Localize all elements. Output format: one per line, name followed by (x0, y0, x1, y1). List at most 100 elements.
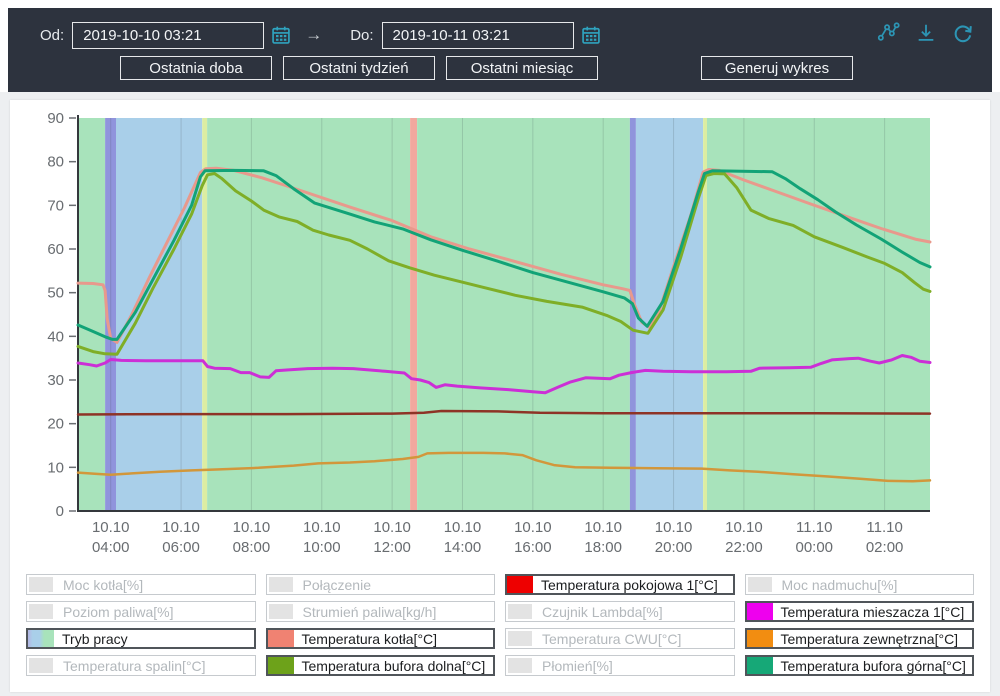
y-tick-label: 20 (47, 416, 64, 433)
x-tick-time: 22:00 (725, 539, 763, 556)
y-tick-label: 50 (47, 285, 64, 302)
x-tick-date: 10.10 (92, 519, 130, 536)
y-tick-label: 90 (47, 110, 64, 127)
x-tick-date: 10.10 (233, 519, 271, 536)
x-tick-date: 10.10 (444, 519, 482, 536)
legend-item-moc-kot-a[interactable]: Moc kotła[%] (26, 574, 256, 595)
legend-item-temperatura-spalin-c[interactable]: Temperatura spalin[°C] (26, 655, 256, 676)
mode-purple-band (105, 118, 116, 511)
x-tick-time: 18:00 (584, 539, 622, 556)
calendar-icon[interactable] (271, 25, 291, 45)
from-date-input[interactable] (72, 21, 265, 49)
legend-swatch (267, 630, 294, 647)
chart-nodes-icon[interactable] (877, 21, 900, 49)
to-date-input[interactable] (381, 21, 574, 49)
legend-swatch (28, 630, 54, 647)
x-tick-time: 16:00 (514, 539, 552, 556)
legend-item-temperatura-mieszacza-1-c[interactable]: Temperatura mieszacza 1[°C] (744, 601, 974, 622)
series-temperatura-pokojowa-1-c (76, 409, 932, 416)
x-tick-time: 06:00 (162, 539, 200, 556)
legend-item-poziom-paliwa[interactable]: Poziom paliwa[%] (26, 601, 256, 622)
last-month-button[interactable]: Ostatni miesiąc (446, 56, 598, 80)
legend-label: Temperatura CWU[°C] (542, 630, 682, 647)
legend-label: Temperatura kotła[°C] (301, 630, 438, 647)
legend-label: Tryb pracy (62, 630, 128, 647)
x-tick-time: 00:00 (795, 539, 833, 556)
legend-item-czujnik-lambda[interactable]: Czujnik Lambda[%] (505, 601, 735, 622)
y-tick-label: 0 (56, 503, 64, 520)
legend-swatch (508, 604, 532, 619)
y-tick-label: 60 (47, 241, 64, 258)
x-tick-time: 14:00 (444, 539, 482, 556)
legend-label: Temperatura pokojowa 1[°C] (541, 576, 718, 593)
x-tick-date: 11.10 (866, 519, 902, 536)
legend-item-temperatura-bufora-dolna-c[interactable]: Temperatura bufora dolna[°C] (265, 655, 495, 676)
download-icon[interactable] (915, 22, 937, 49)
mode-salmon-band (410, 118, 418, 511)
legend-label: Moc kotła[%] (63, 576, 144, 593)
legend-swatch (508, 658, 532, 673)
to-label: Do: (350, 26, 374, 44)
x-tick-date: 10.10 (373, 519, 411, 536)
y-tick-label: 10 (47, 459, 64, 476)
legend-label: Temperatura mieszacza 1[°C] (780, 603, 965, 620)
y-tick-label: 80 (47, 154, 64, 171)
mode-green-band (417, 118, 630, 511)
chart-legend: Moc kotła[%] Połączenie Temperatura pokojo… (10, 568, 990, 676)
legend-swatch (507, 576, 533, 593)
y-tick-label: 70 (47, 197, 64, 214)
refresh-icon[interactable] (952, 22, 974, 49)
legend-swatch (746, 630, 773, 647)
mode-green-band (207, 118, 411, 511)
x-tick-date: 10.10 (162, 519, 200, 536)
legend-item-temperatura-cwu-c[interactable]: Temperatura CWU[°C] (505, 628, 735, 649)
last-day-button[interactable]: Ostatnia doba (120, 56, 272, 80)
generate-chart-button[interactable]: Generuj wykres (701, 56, 853, 80)
mode-lime-band (202, 118, 208, 511)
series-temperatura-mieszacza-1-c (76, 354, 932, 395)
x-tick-date: 10.10 (303, 519, 341, 536)
legend-swatch (746, 657, 773, 674)
mode-green-band (78, 118, 106, 511)
legend-label: Temperatura bufora górna[°C] (780, 657, 966, 674)
x-tick-date: 11.10 (796, 519, 832, 536)
legend-swatch (267, 657, 294, 674)
legend-item-moc-nadmuchu[interactable]: Moc nadmuchu[%] (744, 574, 974, 595)
legend-swatch (268, 604, 293, 619)
mode-blue-band (116, 118, 203, 511)
x-tick-date: 10.10 (584, 519, 622, 536)
legend-swatch (747, 577, 772, 592)
legend-item-temperatura-kot-a-c[interactable]: Temperatura kotła[°C] (265, 628, 495, 649)
x-tick-date: 10.10 (514, 519, 552, 536)
arrow-right-icon: → (305, 25, 323, 44)
x-tick-time: 12:00 (373, 539, 411, 556)
series-temperatura-bufora-dolna-c (76, 172, 932, 356)
legend-item-temperatura-zewn-trzna-c[interactable]: Temperatura zewnętrzna[°C] (744, 628, 974, 649)
legend-item-strumie-paliwa-kg-h[interactable]: Strumień paliwa[kg/h] (265, 601, 495, 622)
legend-label: Czujnik Lambda[%] (542, 603, 663, 620)
x-tick-time: 20:00 (655, 539, 693, 556)
legend-swatch (29, 658, 53, 673)
page-top-strip (0, 0, 1000, 8)
legend-item-p-omie[interactable]: Płomień[%] (505, 655, 735, 676)
x-tick-time: 04:00 (92, 539, 130, 556)
legend-label: Moc nadmuchu[%] (781, 576, 898, 593)
temperature-chart: 10.10 04:00 10.10 06:00 10.10 08:00 10.10 10:00… (47, 110, 932, 556)
legend-label: Połączenie (302, 576, 372, 593)
series-temperatura-bufora-g-rna-c (76, 168, 932, 341)
legend-item-po-czenie[interactable]: Połączenie (265, 574, 495, 595)
series-temperatura-zewn-trzna-c (76, 451, 932, 483)
chart-panel: 10.10 04:00 10.10 06:00 10.10 08:00 10.10 10:00… (10, 100, 990, 692)
mode-lime-band (703, 118, 707, 511)
legend-swatch (746, 603, 773, 620)
legend-item-temperatura-pokojowa-1-c[interactable]: Temperatura pokojowa 1[°C] (505, 574, 735, 595)
mode-green-band (707, 118, 930, 511)
legend-item-temperatura-bufora-g-rna-c[interactable]: Temperatura bufora górna[°C] (744, 655, 974, 676)
calendar-icon[interactable] (581, 25, 601, 45)
last-week-button[interactable]: Ostatni tydzień (283, 56, 435, 80)
x-tick-time: 08:00 (233, 539, 271, 556)
x-tick-time: 02:00 (866, 539, 904, 556)
legend-item-tryb-pracy[interactable]: Tryb pracy (26, 628, 256, 649)
x-tick-date: 10.10 (725, 519, 763, 536)
legend-swatch (29, 577, 53, 592)
